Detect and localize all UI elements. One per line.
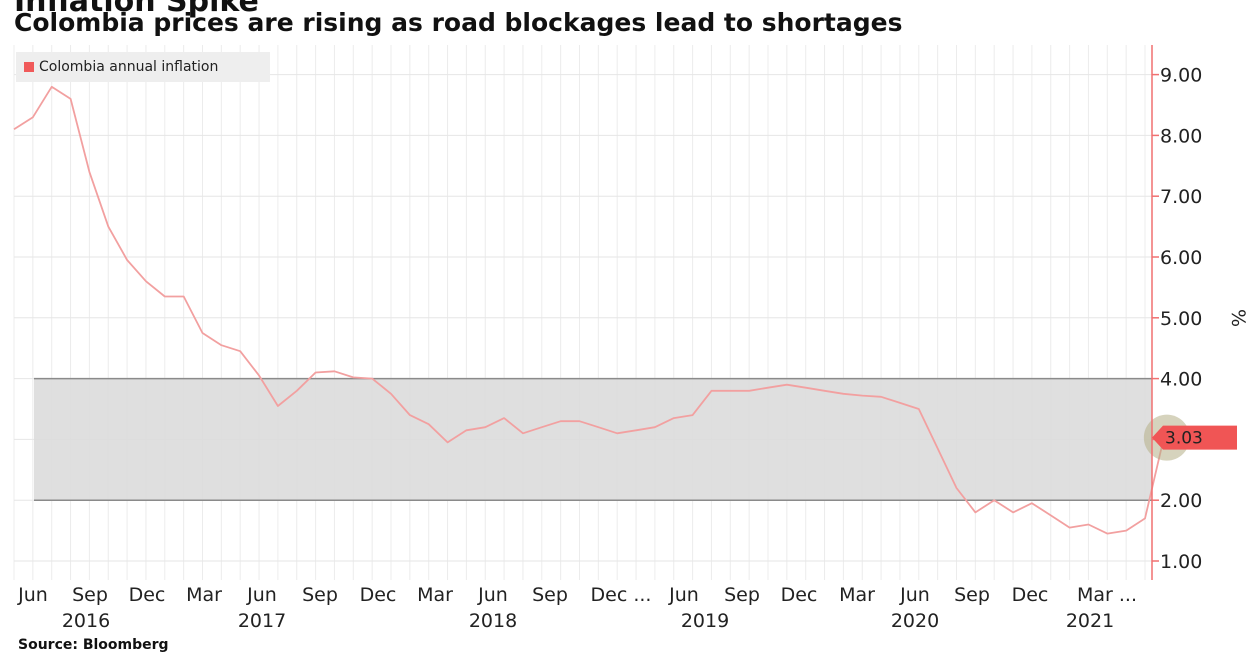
x-month-label: Dec ... xyxy=(591,584,652,606)
x-year-label: 2019 xyxy=(681,610,729,632)
x-month-label: Sep xyxy=(954,584,990,606)
series-line-colombia-inflation xyxy=(13,85,1165,535)
x-year-label: 2021 xyxy=(1066,610,1114,632)
y-tick-label: 2.00 xyxy=(1160,490,1202,512)
headline: Inflation Spike xyxy=(14,0,259,19)
legend-label: Colombia annual inflation xyxy=(39,59,219,75)
x-month-label: Mar xyxy=(186,584,222,606)
x-month-label: Dec xyxy=(129,584,166,606)
source-note: Source: Bloomberg xyxy=(18,637,169,653)
x-month-label: Sep xyxy=(724,584,760,606)
latest-value-label: 3.03 xyxy=(1165,429,1203,449)
x-year-label: 2018 xyxy=(469,610,517,632)
x-month-label: Dec xyxy=(360,584,397,606)
x-month-label: Jun xyxy=(477,584,508,606)
x-month-label: Jun xyxy=(17,584,48,606)
x-month-label: Jun xyxy=(668,584,699,606)
latest-value-callout: 3.03 xyxy=(1152,425,1237,450)
y-tick-label: 1.00 xyxy=(1160,551,1202,573)
x-month-label: Sep xyxy=(532,584,568,606)
x-month-label: Sep xyxy=(72,584,108,606)
latest-value-callout-shape xyxy=(1152,425,1237,450)
x-axis-labels: Jun Sep Dec Mar Jun Sep Dec Mar Jun Sep Dec ... Jun… xyxy=(17,584,1137,632)
x-month-label: Mar xyxy=(839,584,875,606)
x-month-label: Dec xyxy=(1012,584,1049,606)
x-month-label: Jun xyxy=(246,584,277,606)
target-band xyxy=(34,378,1152,501)
y-axis-unit: % xyxy=(1227,309,1248,327)
x-month-label: Mar ... xyxy=(1077,584,1137,606)
x-month-label: Mar xyxy=(417,584,453,606)
x-month-label: Jun xyxy=(899,584,930,606)
y-tick-label: 7.00 xyxy=(1160,186,1202,208)
x-month-label: Dec xyxy=(781,584,818,606)
legend: Colombia annual inflation xyxy=(16,52,270,82)
y-axis-ticks: 1.00 2.00 4.00 5.00 6.00 7.00 8.00 9.00 xyxy=(1152,65,1202,573)
x-year-label: 2016 xyxy=(62,610,110,632)
y-tick-label: 8.00 xyxy=(1160,125,1202,147)
y-tick-label: 4.00 xyxy=(1160,369,1202,391)
x-year-label: 2017 xyxy=(238,610,286,632)
x-year-label: 2020 xyxy=(891,610,939,632)
legend-swatch xyxy=(24,62,34,72)
chart-title: Colombia prices are rising as road block… xyxy=(14,8,903,37)
y-tick-label: 5.00 xyxy=(1160,308,1202,330)
y-tick-label: 9.00 xyxy=(1160,65,1202,87)
y-tick-label: 6.00 xyxy=(1160,247,1202,269)
x-month-label: Sep xyxy=(302,584,338,606)
